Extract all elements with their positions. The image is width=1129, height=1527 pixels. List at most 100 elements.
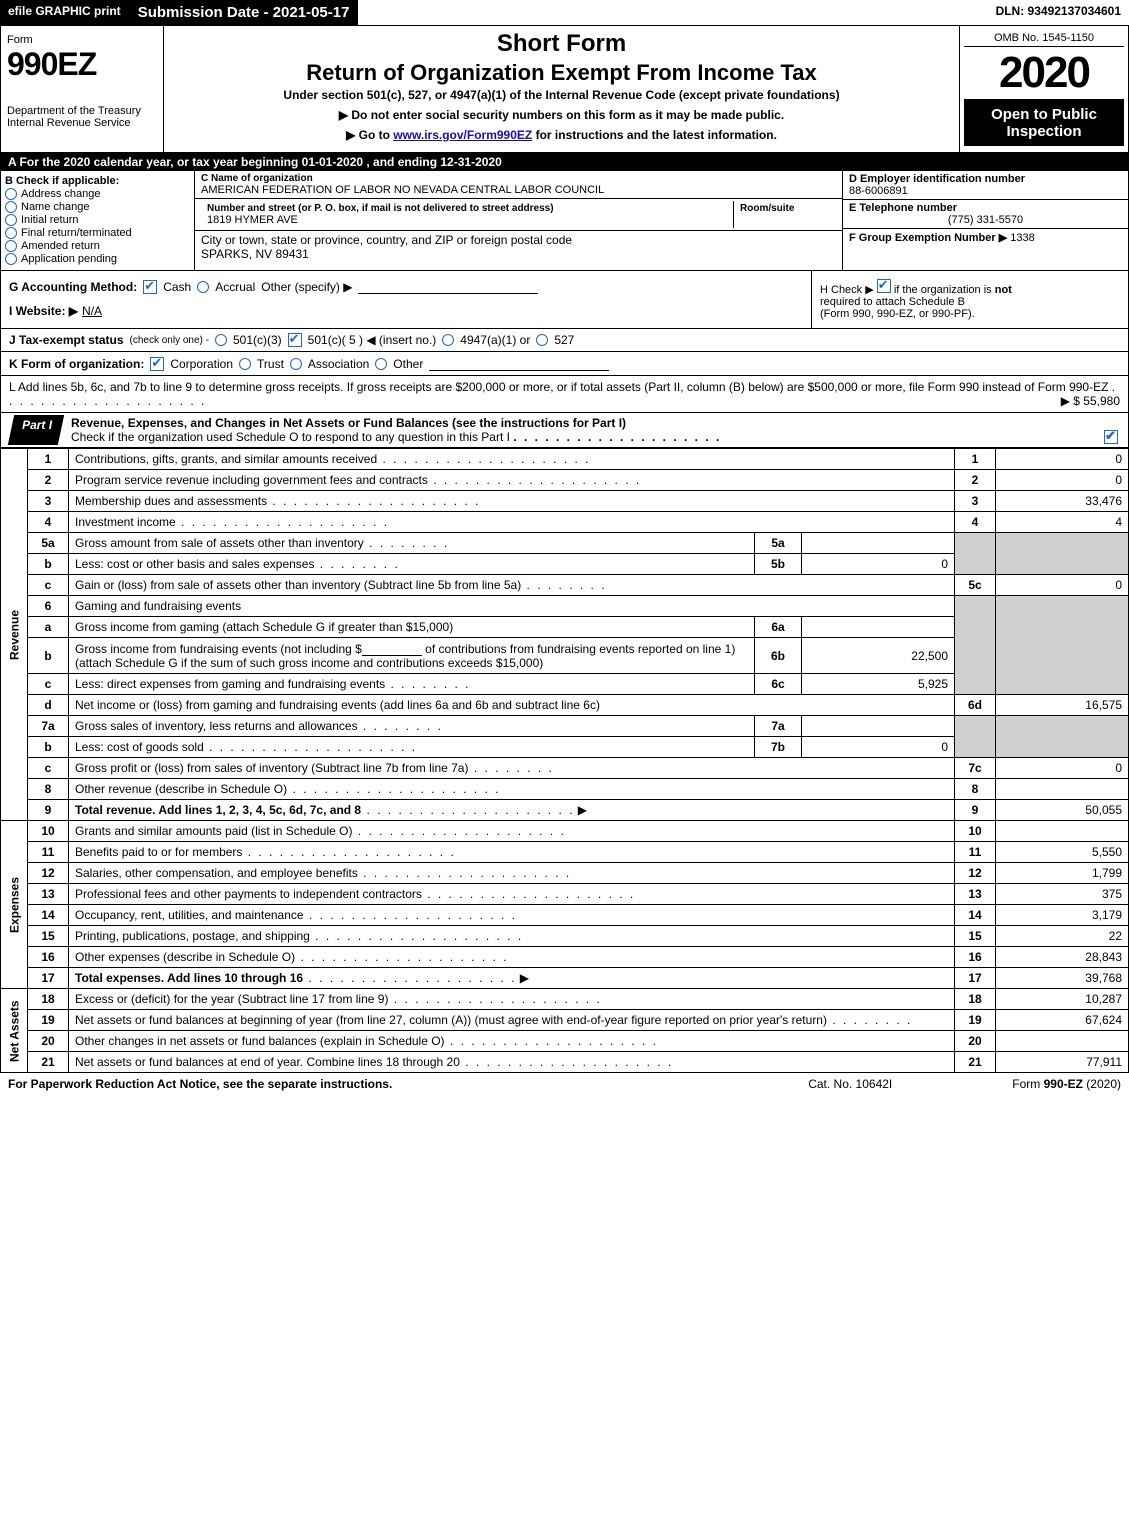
shade-7 — [955, 716, 996, 758]
part1-header: Part I Revenue, Expenses, and Changes in… — [0, 413, 1129, 448]
j-small: (check only one) - — [130, 335, 209, 346]
h-label: H Check ▶ — [820, 284, 874, 296]
dept-treasury: Department of the Treasury — [7, 105, 157, 117]
city-state-zip: SPARKS, NV 89431 — [201, 247, 836, 261]
cb-501c3[interactable] — [215, 334, 227, 346]
l3-val: 33,476 — [996, 491, 1129, 512]
tel-label: E Telephone number — [849, 202, 1122, 214]
h-not: not — [995, 284, 1012, 296]
part1-table: Revenue 1 Contributions, gifts, grants, … — [0, 448, 1129, 1073]
cb-4947[interactable] — [442, 334, 454, 346]
g-other-blank[interactable] — [358, 279, 538, 294]
l9-text: Total revenue. Add lines 1, 2, 3, 4, 5c,… — [75, 803, 361, 817]
k-corp: Corporation — [170, 357, 233, 371]
efile-print-button[interactable]: efile GRAPHIC print — [0, 0, 130, 25]
street-address: 1819 HYMER AVE — [207, 214, 727, 226]
tax-year: 2020 — [964, 47, 1124, 100]
submission-date-button[interactable]: Submission Date - 2021-05-17 — [130, 0, 359, 25]
cb-name-change[interactable] — [5, 201, 17, 213]
k-trust: Trust — [257, 357, 284, 371]
row-a-tax-year: A For the 2020 calendar year, or tax yea… — [0, 153, 1129, 171]
g-label: G Accounting Method: — [9, 280, 137, 294]
k-other-blank[interactable] — [429, 356, 609, 371]
cb-h[interactable] — [877, 279, 891, 293]
l6b-sv: 22,500 — [802, 638, 955, 674]
form-990ez-footer: 990-EZ — [1044, 1077, 1083, 1091]
k-assoc: Association — [308, 357, 369, 371]
l5b-sv: 0 — [802, 554, 955, 575]
cb-label-1: Name change — [21, 201, 90, 213]
cb-corp[interactable] — [150, 357, 164, 371]
l6-text: Gaming and fundraising events — [69, 596, 955, 617]
l6c-text: Less: direct expenses from gaming and fu… — [75, 677, 385, 691]
l-text: L Add lines 5b, 6c, and 7b to line 9 to … — [9, 380, 1108, 394]
l6b-blank[interactable] — [362, 641, 422, 656]
cb-address-change[interactable] — [5, 188, 17, 200]
l16-val: 28,843 — [996, 947, 1129, 968]
l9-num: 9 — [28, 800, 69, 821]
l5b-sn: 5b — [755, 554, 802, 575]
cb-app-pending[interactable] — [5, 253, 17, 265]
l19-val: 67,624 — [996, 1010, 1129, 1031]
l12-text: Salaries, other compensation, and employ… — [75, 866, 358, 880]
column-b-checkboxes: B Check if applicable: Address change Na… — [1, 171, 195, 270]
part1-tab: Part I — [8, 415, 64, 445]
room-label: Room/suite — [740, 203, 830, 214]
cb-527[interactable] — [536, 334, 548, 346]
l7b-sv: 0 — [802, 737, 955, 758]
l6-num: 6 — [28, 596, 69, 617]
omb-number: OMB No. 1545-1150 — [964, 30, 1124, 47]
l8-val — [996, 779, 1129, 800]
city-label: City or town, state or province, country… — [201, 233, 836, 247]
cb-final-return[interactable] — [5, 227, 17, 239]
l19-num: 19 — [28, 1010, 69, 1031]
l10-num: 10 — [28, 821, 69, 842]
l10-text: Grants and similar amounts paid (list in… — [75, 824, 352, 838]
l7b-num: b — [28, 737, 69, 758]
l6d-num: d — [28, 695, 69, 716]
l11-num: 11 — [28, 842, 69, 863]
j-501c: 501(c)( 5 ) ◀ (insert no.) — [308, 333, 437, 347]
cb-schedule-o[interactable] — [1104, 430, 1118, 444]
l13-val: 375 — [996, 884, 1129, 905]
cb-other[interactable] — [375, 358, 387, 370]
cb-cash[interactable] — [143, 280, 157, 294]
j-4947: 4947(a)(1) or — [460, 333, 530, 347]
l9-rnum: 9 — [955, 800, 996, 821]
j-label: J Tax-exempt status — [9, 333, 124, 347]
l5b-text: Less: cost or other basis and sales expe… — [75, 557, 314, 571]
k-row: K Form of organization: Corporation Trus… — [0, 352, 1129, 376]
goto-post: for instructions and the latest informat… — [532, 128, 777, 142]
shade-6v — [996, 596, 1129, 695]
l7a-sv — [802, 716, 955, 737]
l10-rnum: 10 — [955, 821, 996, 842]
l7b-text: Less: cost of goods sold — [75, 740, 204, 754]
j-501c3: 501(c)(3) — [233, 333, 282, 347]
cb-trust[interactable] — [239, 358, 251, 370]
l5a-num: 5a — [28, 533, 69, 554]
cb-501c[interactable] — [288, 333, 302, 347]
l13-num: 13 — [28, 884, 69, 905]
l6c-sn: 6c — [755, 674, 802, 695]
l13-rnum: 13 — [955, 884, 996, 905]
cb-assoc[interactable] — [290, 358, 302, 370]
l6b-t1: Gross income from fundraising events (no… — [75, 642, 362, 656]
l21-rnum: 21 — [955, 1052, 996, 1073]
l5c-rnum: 5c — [955, 575, 996, 596]
l2-text: Program service revenue including govern… — [75, 473, 428, 487]
cb-initial-return[interactable] — [5, 214, 17, 226]
l14-num: 14 — [28, 905, 69, 926]
side-expenses: Expenses — [1, 821, 28, 989]
l4-text: Investment income — [75, 515, 176, 529]
cb-amended[interactable] — [5, 240, 17, 252]
cb-accrual[interactable] — [197, 281, 209, 293]
part1-check-line: Check if the organization used Schedule … — [71, 430, 510, 444]
l5a-sn: 5a — [755, 533, 802, 554]
l4-val: 4 — [996, 512, 1129, 533]
org-name: AMERICAN FEDERATION OF LABOR NO NEVADA C… — [201, 184, 836, 196]
l-row: L Add lines 5b, 6c, and 7b to line 9 to … — [0, 376, 1129, 413]
cb-label-3: Final return/terminated — [21, 227, 132, 239]
website-value: N/A — [82, 304, 102, 318]
irs-link[interactable]: www.irs.gov/Form990EZ — [393, 128, 532, 142]
side-net-assets: Net Assets — [1, 989, 28, 1073]
